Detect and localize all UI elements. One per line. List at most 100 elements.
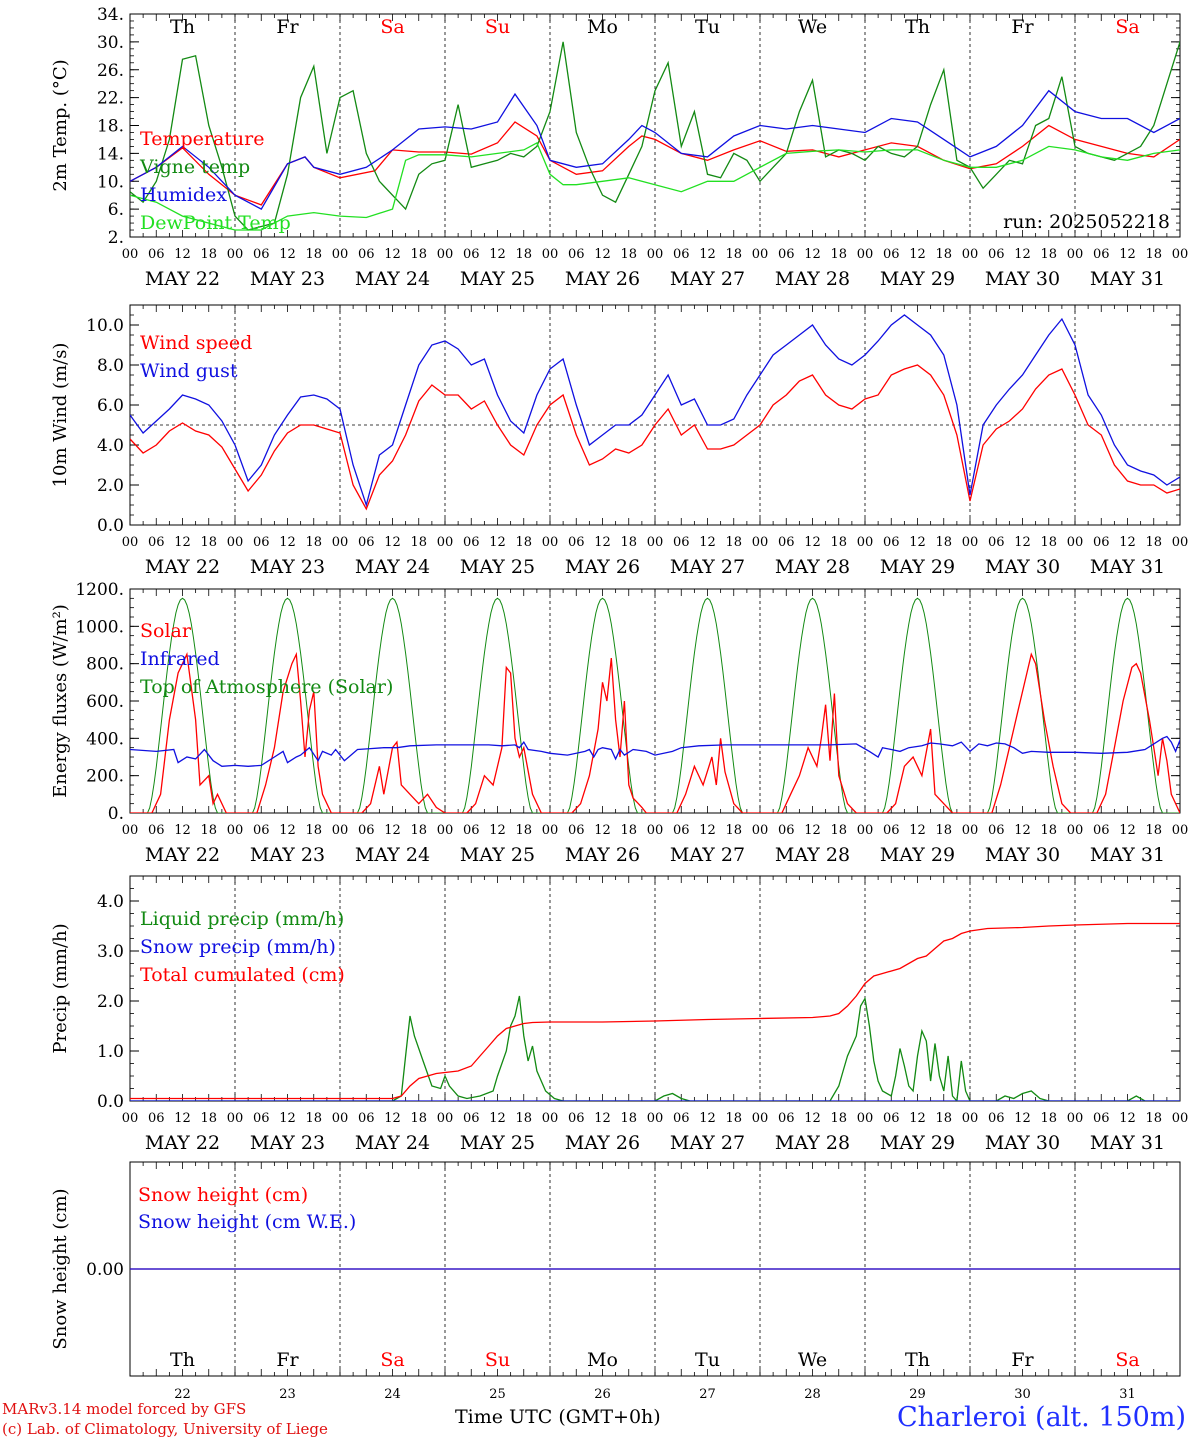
hour-tick-label: 12 [384,823,401,838]
series-line-dewpoint-temp [130,141,1180,231]
hour-tick-label: 18 [935,247,952,262]
day-number-label: 23 [279,1387,296,1402]
day-number-label: 28 [804,1387,821,1402]
series-line-infrared [130,735,1180,767]
hour-tick-label: 12 [804,1111,821,1126]
hour-tick-label: 06 [148,1111,165,1126]
hour-tick-label: 00 [437,823,454,838]
date-label: MAY 29 [880,556,955,578]
hour-tick-label: 00 [752,535,769,550]
hour-tick-label: 12 [699,823,716,838]
x-axis-title: Time UTC (GMT+0h) [455,1406,661,1428]
legend-entry: Vigne temp [139,156,250,178]
y-tick-label: 800. [86,655,124,675]
date-label: MAY 26 [565,556,640,578]
hour-tick-label: 06 [358,823,375,838]
y-tick-label: 8.0 [97,356,124,376]
date-label: MAY 23 [250,844,325,866]
weekday-label: Sa [380,1349,404,1371]
date-label: MAY 23 [250,268,325,290]
hour-tick-label: 18 [1040,535,1057,550]
weekday-label: Sa [1115,16,1139,38]
hour-tick-label: 18 [620,823,637,838]
y-tick-label: 10.0 [86,316,124,336]
y-tick-label: 18. [97,117,124,137]
hour-tick-label: 06 [148,535,165,550]
hour-tick-label: 06 [568,823,585,838]
hour-tick-label: 00 [332,247,349,262]
hour-tick-label: 00 [332,823,349,838]
hour-tick-label: 06 [988,1111,1005,1126]
hour-tick-label: 06 [673,823,690,838]
hour-tick-label: 18 [830,535,847,550]
y-tick-label: 14. [97,144,124,164]
hour-tick-label: 12 [489,1111,506,1126]
date-label: MAY 29 [880,268,955,290]
hour-tick-label: 06 [988,247,1005,262]
weekday-label: Fr [1011,16,1034,38]
y-tick-label: 26. [97,61,124,81]
y-tick-label: 4.0 [97,436,124,456]
date-label: MAY 28 [775,844,850,866]
date-label: MAY 31 [1090,1132,1165,1154]
hour-tick-label: 06 [1093,247,1110,262]
hour-tick-label: 06 [463,535,480,550]
hour-tick-label: 06 [358,1111,375,1126]
hour-tick-label: 00 [752,247,769,262]
series-line-wind-gust [130,314,1180,508]
hour-tick-label: 18 [305,823,322,838]
hour-tick-label: 00 [1172,823,1189,838]
date-label: MAY 22 [145,556,220,578]
hour-tick-label: 00 [437,535,454,550]
hour-tick-label: 00 [437,1111,454,1126]
hour-tick-label: 06 [988,823,1005,838]
hour-tick-label: 00 [962,1111,979,1126]
y-tick-label: 0.0 [97,1092,124,1112]
date-label: MAY 27 [670,844,745,866]
weekday-label: Th [170,1349,195,1371]
y-tick-label: 2.0 [97,992,124,1012]
series-line-vigne-temp [130,40,1180,231]
date-label: MAY 28 [775,268,850,290]
hour-tick-label: 12 [1119,823,1136,838]
date-label: MAY 31 [1090,844,1165,866]
y-tick-label: 1.0 [97,1042,124,1062]
hour-tick-label: 00 [647,823,664,838]
hour-tick-label: 06 [463,823,480,838]
legend-entry: Humidex [140,184,227,206]
date-label: MAY 25 [460,1132,535,1154]
date-label: MAY 26 [565,844,640,866]
y-tick-label: 34. [97,5,124,25]
date-label: MAY 30 [985,1132,1060,1154]
hour-tick-label: 12 [699,247,716,262]
weekday-label: Fr [276,1349,299,1371]
panel-frame [129,588,1181,814]
date-label: MAY 28 [775,556,850,578]
hour-tick-label: 06 [1093,823,1110,838]
hour-tick-label: 00 [122,535,139,550]
hour-tick-label: 12 [804,823,821,838]
hour-tick-label: 12 [1014,1111,1031,1126]
date-label: MAY 27 [670,556,745,578]
date-label: MAY 25 [460,556,535,578]
hour-tick-label: 06 [253,247,270,262]
date-label: MAY 24 [355,1132,430,1154]
day-number-label: 31 [1119,1387,1136,1402]
date-label: MAY 30 [985,268,1060,290]
hour-tick-label: 18 [410,1111,427,1126]
hour-tick-label: 06 [883,247,900,262]
hour-tick-label: 12 [174,247,191,262]
hour-tick-label: 00 [542,247,559,262]
weekday-label: Tu [695,1349,720,1371]
hour-tick-label: 18 [1040,823,1057,838]
hour-tick-label: 00 [332,535,349,550]
weekday-label: Mo [587,16,618,38]
hour-tick-label: 00 [1067,1111,1084,1126]
hour-tick-label: 00 [227,823,244,838]
hour-tick-label: 00 [542,823,559,838]
station-title: Charleroi (alt. 150m) [897,1402,1186,1433]
series-line-top-of-atmosphere [130,597,1180,813]
hour-tick-label: 06 [568,1111,585,1126]
hour-tick-label: 06 [673,1111,690,1126]
